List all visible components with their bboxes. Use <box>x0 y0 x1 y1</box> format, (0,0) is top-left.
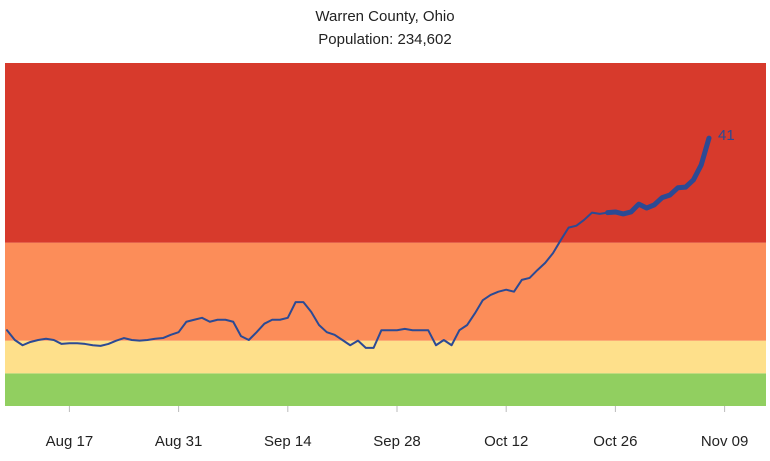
chart-subtitle: Population: 234,602 <box>318 31 451 48</box>
chart-title: Warren County, Ohio <box>315 8 454 25</box>
band <box>5 340 766 374</box>
x-tick-label: Nov 09 <box>701 433 749 450</box>
x-tick-label: Aug 17 <box>46 433 94 450</box>
data-label: 41 <box>718 127 735 144</box>
x-tick-label: Oct 26 <box>593 433 637 450</box>
band <box>5 63 766 243</box>
x-tick-label: Sep 14 <box>264 433 312 450</box>
line <box>605 135 712 217</box>
x-tick-label: Aug 31 <box>155 433 203 450</box>
band <box>5 373 766 406</box>
band <box>5 242 766 341</box>
line <box>6 211 609 349</box>
x-tick-label: Oct 12 <box>484 433 528 450</box>
x-tick-label: Sep 28 <box>373 433 421 450</box>
